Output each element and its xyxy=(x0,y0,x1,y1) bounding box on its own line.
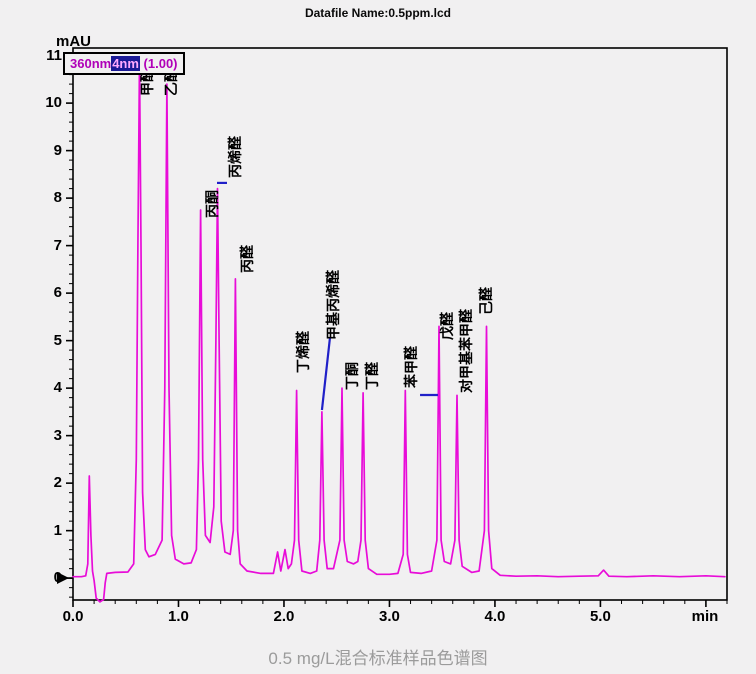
legend-text-pre: 360nm xyxy=(70,56,112,71)
x-tick-label: 5.0 xyxy=(589,608,611,625)
y-tick-label: 8 xyxy=(53,189,62,207)
y-tick-label: 10 xyxy=(45,94,62,112)
plot-frame xyxy=(72,47,728,601)
peak-label: 丙烯醛 xyxy=(227,136,244,179)
y-tick-label: 0 xyxy=(53,569,62,587)
peak-label: 甲基丙烯醛 xyxy=(325,270,342,341)
peak-label: 丁烯醛 xyxy=(294,330,311,373)
legend-text-post: (1.00) xyxy=(139,56,178,71)
peak-label: 戊醛 xyxy=(439,312,456,341)
y-tick-label: 4 xyxy=(53,379,62,397)
x-tick-label: 2.0 xyxy=(273,608,295,625)
figure-caption: 0.5 mg/L混合标准样品色谱图 xyxy=(268,649,488,668)
legend-text-highlight: 4nm xyxy=(111,56,140,71)
peak-label: 丙醛 xyxy=(239,245,256,274)
y-tick-label: 3 xyxy=(53,426,62,444)
y-tick-label: 1 xyxy=(53,521,62,539)
y-tick-label: 11 xyxy=(46,46,62,64)
peak-leader-line xyxy=(320,337,332,411)
chromatogram-trace xyxy=(72,59,726,603)
peak-label: 苯甲醛 xyxy=(403,346,420,389)
x-tick-label: 0.0 xyxy=(62,608,84,625)
baseline-marker-icon xyxy=(57,572,69,584)
x-tick-label: 1.0 xyxy=(168,608,189,625)
y-tick-label: 7 xyxy=(53,236,62,254)
wavelength-legend[interactable]: 360nm4nm (1.00) xyxy=(63,52,185,75)
datafile-title: Datafile Name:0.5ppm.lcd xyxy=(304,6,452,20)
x-axis-unit-label: min xyxy=(691,608,719,625)
x-tick-label: 4.0 xyxy=(484,608,506,625)
x-tick-label: 3.0 xyxy=(379,608,400,625)
y-tick-label: 9 xyxy=(53,141,62,159)
y-tick-label: 6 xyxy=(53,284,62,302)
peak-label: 己醛 xyxy=(477,286,494,315)
peak-label: 丙酮 xyxy=(204,190,221,219)
y-tick-label: 2 xyxy=(53,474,62,492)
peak-label: 对甲基苯甲醛 xyxy=(458,309,475,394)
y-tick-label: 5 xyxy=(53,331,62,349)
peak-label: 丁醛 xyxy=(364,362,381,391)
y-axis-unit-label: mAU xyxy=(56,33,92,50)
peak-label: 丁酮 xyxy=(344,362,360,391)
